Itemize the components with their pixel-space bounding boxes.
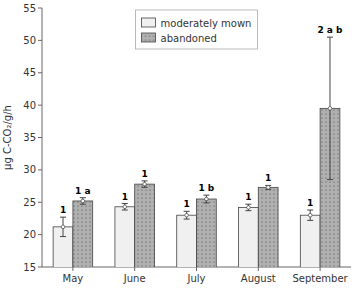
error-bar <box>80 198 86 204</box>
x-tick-label: July <box>187 273 206 284</box>
error-cap <box>307 220 313 221</box>
y-tick <box>38 234 42 235</box>
bar <box>258 187 278 267</box>
bar-top-marker <box>123 205 127 209</box>
error-cap <box>184 211 190 212</box>
legend-swatch <box>142 18 156 27</box>
x-tick-label: August <box>241 273 276 284</box>
error-bar <box>265 185 271 189</box>
y-tick-label: 45 <box>23 67 36 78</box>
y-tick-label: 35 <box>23 132 36 143</box>
x-tick <box>196 267 197 271</box>
error-cap <box>203 202 209 203</box>
bar <box>239 207 259 267</box>
y-tick <box>38 105 42 106</box>
annotation: 1 <box>122 192 128 202</box>
bar-top-marker <box>61 225 65 229</box>
annotation: 1 <box>307 198 313 208</box>
error-cap <box>80 197 86 198</box>
annotation: 1 b <box>198 183 214 193</box>
error-bar <box>245 204 251 210</box>
error-bar <box>184 211 190 219</box>
plot-area <box>53 37 340 267</box>
bar-top-marker <box>143 182 147 186</box>
error-bar <box>60 217 66 236</box>
chart: 15 20 25 30 35 40 45 50 55 µg C-CO₂/g/h May June Jul… <box>0 0 359 289</box>
error-cap <box>60 217 66 218</box>
error-cap <box>60 236 66 237</box>
y-tick <box>38 202 42 203</box>
annotation: 2 a b <box>317 25 343 35</box>
error-cap <box>307 210 313 211</box>
y-tick <box>38 8 42 9</box>
error-bar <box>122 204 128 210</box>
bar <box>135 184 155 267</box>
error-cap <box>184 219 190 220</box>
y-tick-label: 25 <box>23 197 36 208</box>
error-cap <box>80 204 86 205</box>
legend: moderately mown abandoned <box>136 10 258 49</box>
annotation: 1 <box>60 205 66 215</box>
error-cap <box>245 210 251 211</box>
y-tick-label: 55 <box>23 3 36 14</box>
bar-top-marker <box>308 213 312 217</box>
y-tick-label: 20 <box>23 229 36 240</box>
error-cap <box>142 187 148 188</box>
error-bar <box>327 37 333 179</box>
y-tick <box>38 137 42 138</box>
error-cap <box>245 204 251 205</box>
bar-top-marker <box>81 199 85 203</box>
bar <box>177 215 197 267</box>
legend-swatch <box>142 33 156 42</box>
annotation: 1 <box>245 192 251 202</box>
error-cap <box>327 37 333 38</box>
y-axis <box>42 8 43 267</box>
y-tick-label: 40 <box>23 100 36 111</box>
error-cap <box>122 203 128 204</box>
bar-hatch <box>135 184 155 267</box>
bar-top-marker <box>328 107 332 111</box>
legend-swatch-hatch <box>142 33 156 42</box>
error-bar <box>142 181 148 187</box>
x-tick-label: June <box>123 273 146 284</box>
bar <box>300 215 320 267</box>
x-tick <box>134 267 135 271</box>
y-tick-label: 30 <box>23 164 36 175</box>
y-tick-label: 50 <box>23 35 36 46</box>
error-cap <box>203 195 209 196</box>
y-tick <box>38 267 42 268</box>
bar <box>73 201 93 267</box>
annotation: 1 <box>141 169 147 179</box>
legend-label: abandoned <box>161 33 217 44</box>
bar-top-marker <box>266 186 270 190</box>
bar <box>197 199 217 267</box>
y-tick <box>38 40 42 41</box>
error-cap <box>142 180 148 181</box>
bar <box>115 207 135 267</box>
x-tick <box>72 267 73 271</box>
bar-top-marker <box>205 197 209 201</box>
y-axis-label: µg C-CO₂/g/h <box>2 105 13 170</box>
error-cap <box>327 179 333 180</box>
x-tick-label: September <box>292 273 348 284</box>
bar-hatch <box>73 201 93 267</box>
error-bar <box>307 210 313 220</box>
bar-top-marker <box>247 206 251 210</box>
x-tick <box>320 267 321 271</box>
bar-top-marker <box>185 213 189 217</box>
legend-label: moderately mown <box>161 18 252 29</box>
error-bar <box>203 195 209 203</box>
annotation: 1 <box>183 199 189 209</box>
error-cap <box>122 210 128 211</box>
x-tick-label: May <box>63 273 84 284</box>
y-tick <box>38 169 42 170</box>
legend-frame <box>136 10 258 49</box>
bar-hatch <box>258 187 278 267</box>
annotation: 1 a <box>75 186 90 196</box>
bar-hatch <box>197 199 217 267</box>
annotation: 1 <box>265 173 271 183</box>
x-tick <box>258 267 259 271</box>
y-tick <box>38 72 42 73</box>
y-tick-label: 15 <box>23 262 36 273</box>
